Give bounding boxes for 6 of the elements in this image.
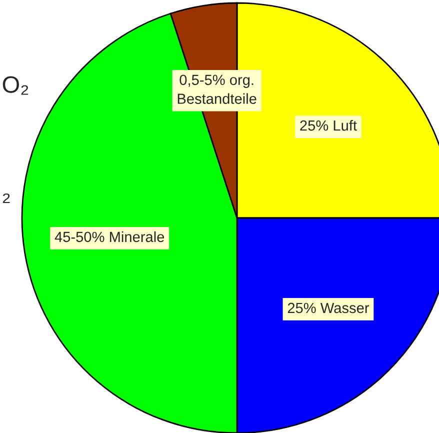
slice-label: 25% Luft [300,120,357,131]
text: O₂ [2,76,28,95]
text: ₂ [2,193,10,203]
slice-label: 45-50% Minerale [54,231,164,242]
slice-label: 0,5-5% org. Bestandteile [178,74,256,104]
slice-label: 25% Wasser [288,302,370,314]
